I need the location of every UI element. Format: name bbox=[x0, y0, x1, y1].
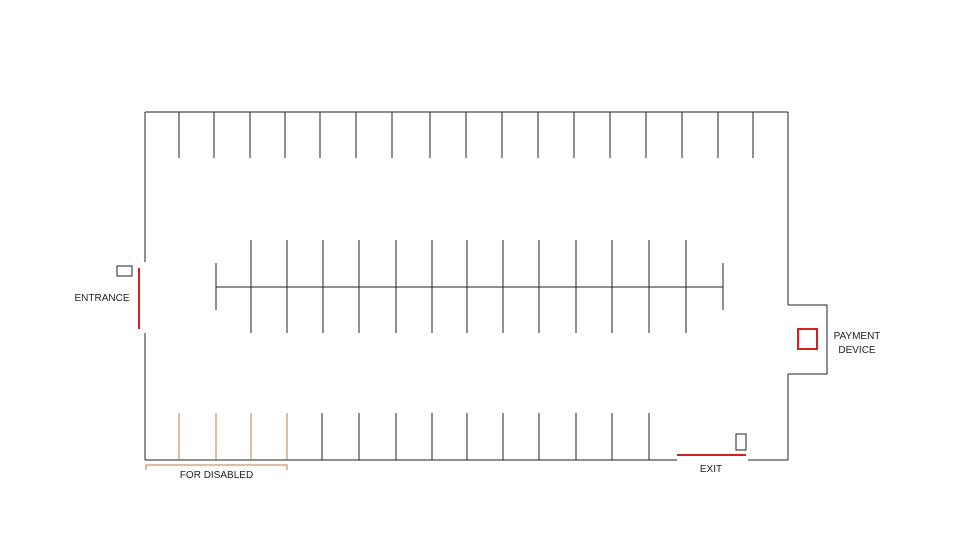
payment-device-label-line1: PAYMENT bbox=[833, 331, 881, 342]
middle-island-stalls bbox=[215, 240, 724, 333]
top-row-stalls bbox=[178, 112, 754, 158]
bottom-row-stalls bbox=[321, 413, 650, 460]
exit-ticket-machine-icon[interactable] bbox=[735, 433, 747, 451]
disabled-bracket bbox=[145, 464, 288, 470]
disabled-label: FOR DISABLED bbox=[179, 470, 254, 481]
payment-device-icon[interactable] bbox=[797, 328, 818, 350]
entrance-label: ENTRANCE bbox=[74, 293, 130, 304]
payment-device-label-line2: DEVICE bbox=[838, 345, 876, 356]
exit-label: EXIT bbox=[699, 464, 723, 475]
payment-bay bbox=[788, 304, 828, 375]
entrance-ticket-machine-icon[interactable] bbox=[116, 265, 133, 277]
disabled-stalls bbox=[145, 413, 288, 470]
